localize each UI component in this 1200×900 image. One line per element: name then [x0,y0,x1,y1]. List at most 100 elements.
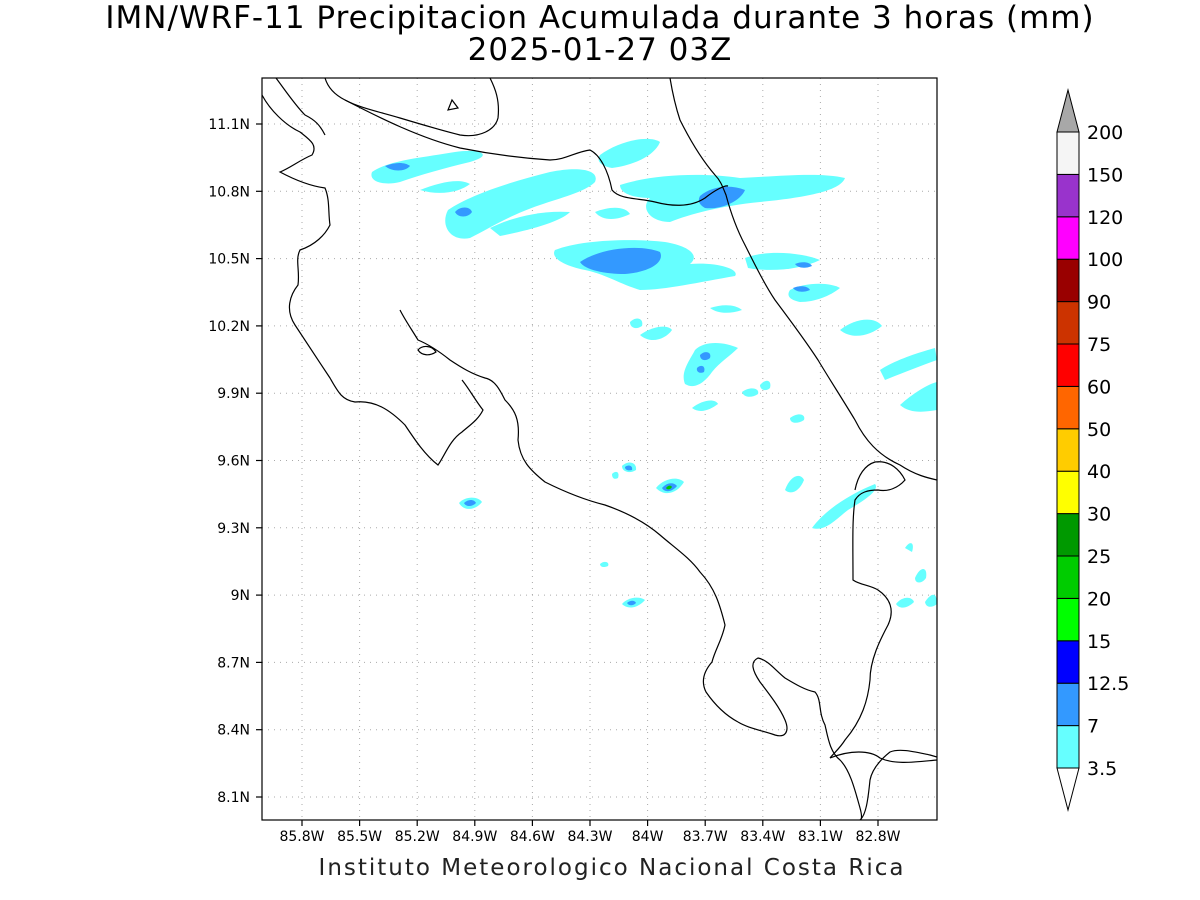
rain-area [580,247,661,274]
rain-area [900,382,937,412]
rain-area [896,597,914,608]
lat-tick-label: 9.6N [217,454,250,470]
colorbar-level-label: 15 [1087,631,1111,653]
rain-area [692,400,718,411]
colorbar-over-arrow [1056,88,1080,133]
colorbar-swatch [1056,470,1080,515]
colorbar-swatch [1056,640,1080,684]
rain-area [698,186,745,209]
colorbar-level-label: 40 [1087,461,1111,483]
rain-area [793,286,810,292]
colorbar-level-label: 150 [1087,164,1123,186]
colorbar-level-label: 25 [1087,546,1111,568]
rain-area [790,414,805,423]
rain-area [520,186,565,199]
footer-credit: Instituto Meteorologico Nacional Costa R… [318,855,906,881]
colorbar-swatch [1056,258,1080,303]
rain-area [600,561,609,568]
rain-area [788,283,840,302]
rain-area [760,380,771,391]
colorbar-swatch [1056,301,1080,345]
rain-area [630,318,643,329]
map-title: IMN/WRF-11 Precipitacion Acumulada duran… [105,0,1095,36]
lon-tick-label: 84.3W [567,829,612,845]
colorbar-swatch [1056,428,1080,472]
rain-area [625,465,633,471]
colorbar-level-label: 100 [1087,249,1123,271]
rain-area [840,319,882,336]
lat-tick-label: 10.8N [208,184,250,200]
latitude-axis: 11.1N 10.8N 10.5N 10.2N 9.9N 9.6N 9.3N 9N 8.7N 8.… [208,117,262,806]
lat-tick-label: 10.5N [208,252,250,268]
lat-tick-label: 8.1N [217,790,250,806]
lon-tick-label: 83.1W [798,829,843,845]
longitude-axis: 85.8W 85.5W 85.2W 84.9W 84.6W 84.3W 84W 83.7W 83… [279,820,901,845]
rain-area [795,262,812,268]
rain-area [925,594,937,607]
rain-area [464,500,476,506]
rain-area [710,305,742,313]
rain-area [812,484,876,529]
rain-area [785,475,804,493]
colorbar-level-label: 20 [1087,588,1111,610]
colorbar-swatch [1056,513,1080,557]
lon-tick-label: 85.2W [395,829,440,845]
coastline [262,78,937,820]
precipitation-field [371,138,937,608]
rain-area [420,181,470,193]
colorbar-swatch [1056,173,1080,218]
lon-tick-label: 85.5W [337,829,382,845]
colorbar-level-label: 50 [1087,419,1111,441]
rain-area [640,326,672,341]
lon-tick-label: 83.4W [740,829,785,845]
lon-tick-label: 82.8W [855,829,900,845]
colorbar-swatch [1056,597,1080,642]
rain-area [683,343,738,387]
rain-area [595,207,630,219]
colorbar-level-label: 60 [1087,376,1111,398]
lat-tick-label: 11.1N [208,117,250,133]
lat-tick-label: 9N [231,588,250,604]
lon-tick-label: 84W [632,829,664,845]
lat-tick-label: 8.4N [217,723,250,739]
rain-area [612,471,619,479]
lat-tick-label: 9.3N [217,521,250,537]
colorbar-under-arrow [1056,767,1080,812]
rain-area [371,150,483,184]
rain-area [742,388,759,397]
colorbar-level-label: 120 [1087,207,1123,229]
rain-area [385,163,410,171]
colorbar-swatch [1056,385,1080,430]
colorbar-level-label: 3.5 [1087,758,1117,780]
lon-tick-label: 84.9W [452,829,497,845]
lon-tick-label: 84.6W [510,829,555,845]
colorbar-swatch [1056,682,1080,727]
colorbar-level-label: 7 [1087,716,1099,738]
rain-area [880,348,937,380]
colorbar-level-label: 75 [1087,334,1111,356]
colorbar-level-label: 200 [1087,122,1123,144]
colorbar-swatch [1056,725,1080,769]
rain-area [905,543,913,552]
rain-area [700,352,711,361]
lat-tick-label: 10.2N [208,319,250,335]
lon-tick-label: 83.7W [683,829,728,845]
map-grid [262,78,937,820]
colorbar-swatch [1056,555,1080,599]
rain-area [598,138,660,168]
rain-area [666,485,672,490]
colorbar-level-label: 12.5 [1087,673,1129,695]
lat-tick-label: 8.7N [217,655,250,671]
colorbar-level-label: 90 [1087,292,1111,314]
colorbar-swatch [1056,131,1080,175]
rain-area [490,211,570,236]
colorbar-level-label: 30 [1087,504,1111,526]
lon-tick-label: 85.8W [279,829,324,845]
rain-area [445,169,596,239]
map-frame [261,77,938,821]
colorbar: 3.5 7 12.5 15 20 25 30 40 50 60 75 90 100 120 150 200 [1056,88,1129,812]
lat-tick-label: 9.9N [217,386,250,402]
map-subtitle: 2025-01-27 03Z [467,32,733,68]
rain-area [696,365,705,373]
